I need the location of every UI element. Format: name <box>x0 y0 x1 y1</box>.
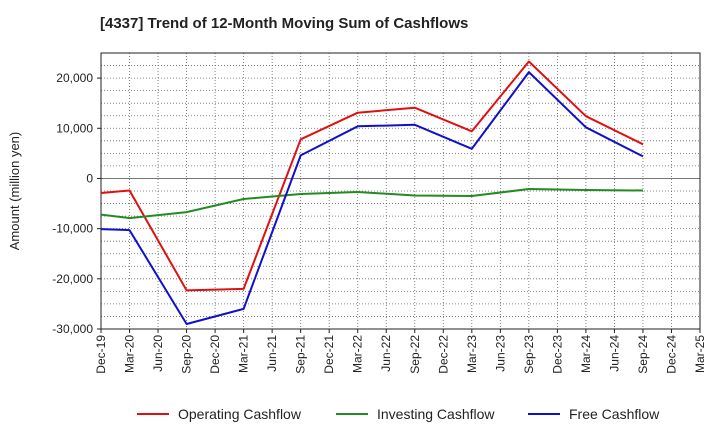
x-tick-label: Jun-24 <box>607 335 621 372</box>
y-tick-label: -20,000 <box>52 272 93 286</box>
y-tick-label: -30,000 <box>52 322 93 336</box>
plot-frame <box>100 52 701 330</box>
x-tick-label: Sep-22 <box>408 335 422 374</box>
x-tick-label: Mar-20 <box>123 335 137 373</box>
series-line-investing-cashflow <box>100 188 644 220</box>
legend: Operating Cashflow Investing Cashflow Free… <box>137 406 660 422</box>
x-axis-ticks: Dec-19 Mar-20 Jun-20 Sep-20 Dec-20 Mar-21 Jun-… <box>94 329 707 374</box>
x-tick-label: Sep-21 <box>294 335 308 374</box>
y-axis-label: Amount (million yen) <box>7 132 22 251</box>
x-tick-label: Jun-20 <box>151 335 165 372</box>
x-tick-label: Jun-23 <box>493 335 507 372</box>
x-tick-label: Dec-21 <box>322 335 336 374</box>
x-tick-label: Sep-20 <box>180 335 194 374</box>
legend-label-investing-cashflow: Investing Cashflow <box>377 406 495 422</box>
series-line-operating-cashflow <box>100 60 644 292</box>
x-tick-label: Dec-19 <box>94 335 108 374</box>
x-tick-label: Jun-21 <box>265 335 279 372</box>
series-line-free-cashflow <box>100 71 644 325</box>
series-layer <box>100 60 644 325</box>
y-tick-label: 0 <box>86 171 93 185</box>
x-tick-label: Jun-22 <box>379 335 393 372</box>
chart-title: [4337] Trend of 12-Month Moving Sum of C… <box>100 15 469 32</box>
y-tick-label: 10,000 <box>56 121 93 135</box>
x-tick-label: Mar-25 <box>693 335 707 373</box>
y-tick-label: 20,000 <box>56 71 93 85</box>
x-tick-label: Sep-24 <box>636 335 650 374</box>
y-axis-ticks: -30,000 -20,000 -10,000 0 10,000 20,000 <box>52 71 101 336</box>
legend-label-free-cashflow: Free Cashflow <box>569 406 660 422</box>
x-tick-label: Mar-24 <box>579 335 593 373</box>
x-tick-label: Dec-20 <box>208 335 222 374</box>
legend-label-operating-cashflow: Operating Cashflow <box>178 406 302 422</box>
x-tick-label: Mar-22 <box>351 335 365 373</box>
x-tick-label: Mar-21 <box>237 335 251 373</box>
x-tick-label: Sep-23 <box>522 335 536 374</box>
y-tick-label: -10,000 <box>52 222 93 236</box>
x-tick-label: Dec-23 <box>550 335 564 374</box>
x-tick-label: Mar-23 <box>465 335 479 373</box>
x-tick-label: Dec-24 <box>664 335 678 374</box>
x-tick-label: Dec-22 <box>436 335 450 374</box>
